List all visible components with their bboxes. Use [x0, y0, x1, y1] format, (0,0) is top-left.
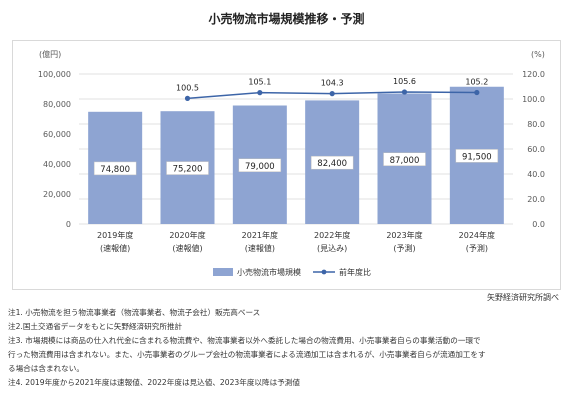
yoy-point: [257, 90, 263, 96]
yoy-value-label: 105.1: [248, 78, 271, 87]
right-axis-tick-label: 0.0: [532, 220, 545, 229]
chart-title: 小売物流市場規模推移・予測: [208, 12, 365, 26]
bar-value-label: 75,200: [173, 165, 203, 175]
note-line: 行った物流費用は含まれない。また、小売事業者のグループ会社の物流事業者による流通…: [8, 350, 486, 359]
bar-value-label-box: [455, 149, 499, 163]
left-axis-tick-label: 100,000: [38, 70, 71, 79]
category-label: 2020年度: [169, 230, 205, 240]
note-line: 注4. 2019年度から2021年度は速報値、2022年度は見込値、2023年度…: [8, 378, 300, 387]
left-axis-unit: (億円): [39, 49, 61, 59]
right-axis-tick-label: 60.0: [527, 145, 545, 154]
left-axis-tick-label: 80,000: [43, 100, 71, 109]
yoy-value-label: 100.5: [176, 83, 199, 92]
category-label: 2024年度: [459, 230, 495, 240]
note-line: る場合は含まれない。: [8, 364, 84, 373]
legend-bar-swatch: [213, 268, 233, 276]
category-sublabel: (速報値): [172, 243, 202, 253]
category-label: 2019年度: [97, 230, 133, 240]
bar-value-label: 79,000: [245, 162, 275, 172]
legend-bar-label: 小売物流市場規模: [237, 267, 301, 277]
category-sublabel: (予測): [466, 243, 488, 253]
left-axis-tick-label: 0: [66, 220, 71, 229]
source-credit: 矢野経済研究所調べ: [487, 293, 559, 302]
category-label: 2022年度: [314, 230, 350, 240]
chart-svg: 0.0 20.0 40.0 60.0 80.0 100.0 120.0 0 20,000 40,0…: [38, 49, 545, 277]
bar-value-label-box: [383, 152, 426, 166]
chart-frame: 0.0 20.0 40.0 60.0 80.0 100.0 120.0 0 20,000 40,0…: [12, 40, 561, 290]
legend-line-label: 前年度比: [339, 267, 371, 277]
legend-line-marker: [321, 269, 327, 275]
yoy-value-label: 105.6: [393, 77, 416, 86]
yoy-point: [184, 95, 191, 101]
left-axis-tick-label: 20,000: [43, 190, 71, 199]
left-axis-tick-label: 40,000: [43, 160, 71, 169]
category-sublabel: (見込み): [317, 244, 347, 253]
bar-value-label-box: [93, 161, 137, 176]
category-sublabel: (速報値): [100, 243, 130, 253]
bar-value-label-box: [166, 161, 209, 175]
bar-value-label-box: [310, 155, 354, 170]
right-axis-tick-label: 40.0: [527, 170, 545, 179]
yoy-point: [401, 89, 408, 95]
left-axis-tick-label: 60,000: [43, 130, 71, 139]
yoy-point: [474, 89, 480, 96]
bar-value-label: 82,400: [317, 159, 347, 169]
bar-value-label: 74,800: [100, 165, 130, 175]
category-label: 2023年度: [386, 230, 422, 240]
category-label: 2021年度: [242, 230, 278, 240]
bar-value-label-box: [238, 158, 282, 172]
right-axis-tick-label: 80.0: [527, 120, 545, 129]
note-line: 注1. 小売物流を担う物流事業者（物流事業者、物流子会社）販売高ベース: [8, 308, 261, 317]
right-axis-tick-label: 100.0: [522, 95, 545, 104]
bar-value-label: 91,500: [462, 152, 492, 162]
right-axis-tick-label: 20.0: [527, 195, 545, 204]
yoy-point: [329, 91, 335, 97]
right-axis-tick-label: 120.0: [522, 70, 545, 79]
bar-value-label: 87,000: [390, 156, 420, 166]
yoy-value-label: 104.3: [321, 79, 344, 88]
note-line: 注3. 市場規模には商品の仕入れ代金に含まれる物流費や、物流事業者以外へ委託した…: [8, 336, 481, 345]
right-axis-unit: (%): [531, 50, 545, 59]
category-sublabel: (予測): [393, 243, 415, 253]
yoy-value-label: 105.2: [465, 78, 488, 87]
note-line: 注2.国土交通省データをもとに矢野経済研究所推計: [8, 322, 183, 331]
category-sublabel: (速報値): [245, 243, 275, 253]
notes: 注1. 小売物流を担う物流事業者（物流事業者、物流子会社）販売高ベース 注2.国…: [8, 306, 568, 390]
